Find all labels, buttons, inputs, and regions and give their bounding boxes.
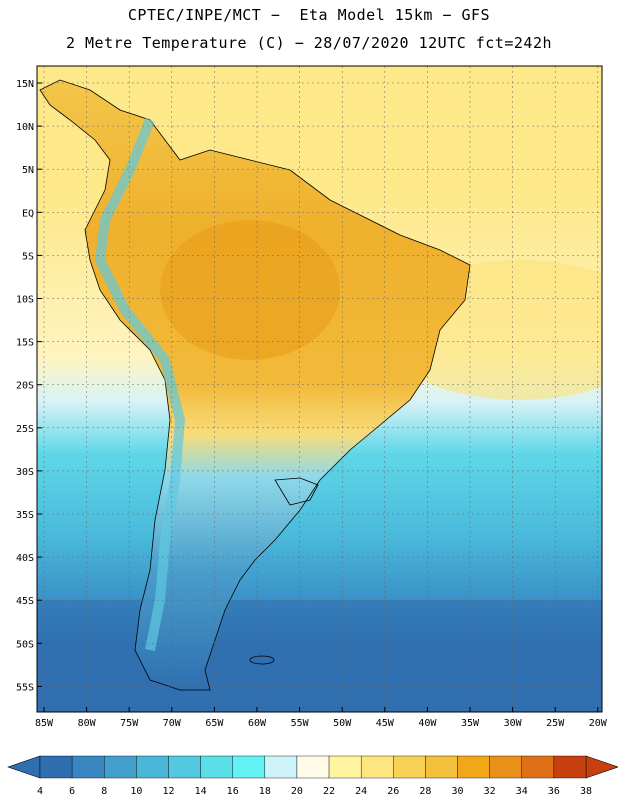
lat-label: 25S <box>16 424 34 435</box>
lat-label: 45S <box>16 596 34 607</box>
lon-label: 80W <box>78 718 97 729</box>
colorbar-swatch <box>328 755 362 779</box>
latitude-labels: 15N 10N 5N EQ 5S 10S 15S 20S 25S 30S 35S… <box>16 79 34 693</box>
andes-cold-strip <box>94 118 186 651</box>
lon-label: 40W <box>418 718 437 729</box>
lat-label: 40S <box>16 553 34 564</box>
lon-label: 85W <box>35 718 54 729</box>
title-line-1: CPTEC/INPE/MCT − Eta Model 15km − GFS <box>127 6 491 24</box>
colorbar-swatch <box>393 755 426 779</box>
colorbar-left-arrow <box>7 755 41 779</box>
colorbar-swatch <box>232 755 266 779</box>
lon-label: 65W <box>205 718 224 729</box>
lat-label: EQ <box>22 208 34 219</box>
colorbar-label: 18 <box>259 786 271 797</box>
colorbar-label: 8 <box>101 786 107 797</box>
south-america-landmass <box>39 79 471 691</box>
colorbar-label: 32 <box>484 786 496 797</box>
lon-label: 20W <box>589 718 608 729</box>
colorbar-label: 26 <box>387 786 399 797</box>
lat-label: 10N <box>16 122 34 133</box>
colorbar-label: 12 <box>162 786 174 797</box>
colorbar-swatch <box>39 755 73 779</box>
colorbar-label: 6 <box>69 786 75 797</box>
lat-label: 55S <box>16 682 34 693</box>
lat-label: 5S <box>22 251 34 262</box>
longitude-labels: 85W 80W 75W 70W 65W 60W 55W 50W 45W 40W … <box>35 718 608 729</box>
uruguay-border <box>274 477 319 506</box>
colorbar-label: 36 <box>548 786 560 797</box>
lon-label: 50W <box>333 718 352 729</box>
colorbar-swatch <box>200 755 233 779</box>
colorbar-label: 20 <box>291 786 303 797</box>
colorbar-swatch <box>521 755 555 779</box>
colorbar-swatch <box>425 755 458 779</box>
colorbar-swatch <box>457 755 490 779</box>
colorbar-labels: 4 6 8 10 12 14 16 18 20 22 24 26 28 30 3… <box>37 786 592 797</box>
colorbar-swatch <box>136 755 169 779</box>
map-frame <box>36 65 603 713</box>
colorbar-label: 16 <box>227 786 239 797</box>
colorbar-swatch <box>553 755 587 779</box>
colorbar-label: 28 <box>419 786 431 797</box>
lon-label: 25W <box>546 718 565 729</box>
hot-interior-region <box>160 220 340 360</box>
lat-label: 20S <box>16 381 34 392</box>
colorbar-swatch <box>296 755 330 779</box>
colorbar-swatch <box>168 755 201 779</box>
colorbar-label: 30 <box>452 786 464 797</box>
lat-label: 50S <box>16 639 34 650</box>
lon-label: 35W <box>461 718 480 729</box>
lon-label: 55W <box>291 718 310 729</box>
colorbar-label: 24 <box>355 786 367 797</box>
colorbar-label: 34 <box>516 786 528 797</box>
colorbar-swatch <box>360 755 394 779</box>
colorbar-label: 22 <box>323 786 335 797</box>
lon-label: 45W <box>376 718 395 729</box>
colorbar-label: 10 <box>130 786 142 797</box>
lat-label: 35S <box>16 510 34 521</box>
colorbar-swatch <box>71 755 105 779</box>
lat-label: 30S <box>16 467 34 478</box>
cold-ocean-band <box>37 600 602 712</box>
map-gridlines <box>37 66 602 712</box>
colorbar-swatch <box>264 755 298 779</box>
lon-label: 75W <box>120 718 139 729</box>
colorbar-label: 4 <box>37 786 43 797</box>
lat-label: 10S <box>16 295 34 306</box>
lat-label: 15S <box>16 338 34 349</box>
colorbar-swatch <box>104 755 137 779</box>
lat-label: 15N <box>16 79 34 90</box>
title-line-2: 2 Metre Temperature (C) − 28/07/2020 12U… <box>65 34 553 52</box>
lon-label: 70W <box>163 718 182 729</box>
colorbar <box>7 755 618 779</box>
colorbar-label: 14 <box>195 786 207 797</box>
colorbar-label: 38 <box>580 786 592 797</box>
lon-label: 30W <box>504 718 523 729</box>
lon-label: 60W <box>248 718 267 729</box>
lat-label: 5N <box>22 165 34 176</box>
falkland-islands <box>249 655 275 665</box>
colorbar-right-arrow <box>585 755 618 779</box>
colorbar-swatch <box>489 755 522 779</box>
